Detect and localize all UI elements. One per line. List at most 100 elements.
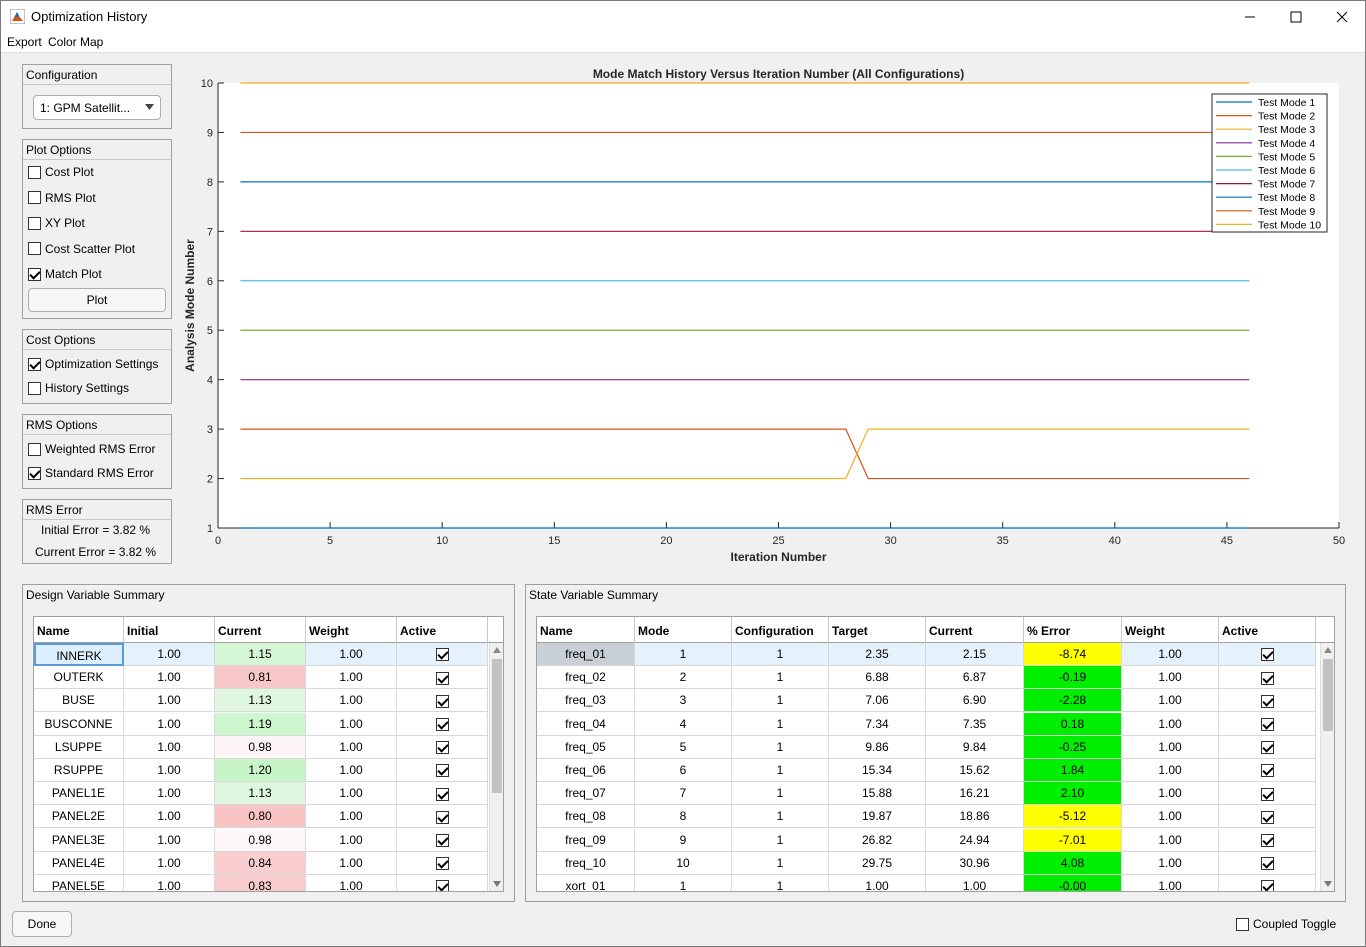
table-cell[interactable]: 15.88 [829,782,926,806]
active-checkbox[interactable] [435,810,449,824]
active-checkbox-cell[interactable] [397,828,488,852]
table-cell[interactable]: 1.00 [1122,828,1219,852]
plot-button[interactable]: Plot [28,288,166,312]
table-cell[interactable]: 16.21 [926,782,1024,806]
table-cell[interactable]: 1.00 [124,712,215,736]
column-header-active[interactable]: Active [1219,617,1316,643]
active-checkbox[interactable] [435,741,449,755]
table-cell[interactable]: 6 [635,759,732,782]
table-scrollbar[interactable] [1320,643,1334,891]
column-header-weight[interactable]: Weight [1122,617,1219,643]
table-cell[interactable]: 1.00 [306,666,397,690]
table-cell[interactable]: 3 [635,689,732,713]
active-checkbox-cell[interactable] [397,735,488,759]
table-cell[interactable]: 0.98 [215,828,306,852]
table-cell[interactable]: 1.00 [306,782,397,806]
scrollbar-thumb[interactable] [1323,659,1333,731]
table-cell[interactable]: -7.01 [1024,828,1122,852]
active-checkbox-cell[interactable] [1219,851,1316,875]
optimization-settings-checkbox[interactable]: Optimization Settings [28,357,158,371]
table-cell[interactable]: 0.84 [215,851,306,875]
table-cell[interactable]: 1.00 [306,735,397,759]
table-cell[interactable]: 1.00 [1122,712,1219,736]
table-cell[interactable]: -0.00 [1024,875,1122,891]
table-cell[interactable]: 2.10 [1024,782,1122,806]
active-checkbox[interactable] [435,787,449,801]
table-cell[interactable]: 1.00 [306,851,397,875]
table-cell[interactable]: 10 [635,851,732,875]
standard-rms-error-checkbox[interactable]: Standard RMS Error [28,466,154,480]
table-cell[interactable]: 1.19 [215,712,306,736]
table-scrollbar[interactable] [489,643,503,891]
table-cell[interactable]: 1.84 [1024,759,1122,782]
table-cell[interactable]: 1 [732,851,829,875]
table-cell[interactable]: 0.18 [1024,712,1122,736]
column-header-weight[interactable]: Weight [306,617,397,643]
table-cell[interactable]: 1 [732,759,829,782]
table-cell[interactable]: 1.00 [124,782,215,806]
table-cell[interactable]: 1 [732,643,829,666]
configuration-dropdown[interactable]: 1: GPM Satellit... [33,95,161,120]
row-name-cell[interactable]: INNERK [34,643,124,666]
active-checkbox[interactable] [435,833,449,847]
rms-plot-checkbox[interactable]: RMS Plot [28,191,96,205]
table-cell[interactable]: 1 [732,666,829,690]
active-checkbox-cell[interactable] [397,851,488,875]
table-cell[interactable]: 1.00 [1122,805,1219,829]
active-checkbox[interactable] [435,764,449,778]
table-cell[interactable]: 7.34 [829,712,926,736]
table-cell[interactable]: 1.00 [124,666,215,690]
done-button[interactable]: Done [12,911,72,937]
weighted-rms-error-checkbox[interactable]: Weighted RMS Error [28,442,155,456]
table-cell[interactable]: 1.00 [124,643,215,666]
active-checkbox-cell[interactable] [1219,782,1316,806]
table-cell[interactable]: -0.25 [1024,735,1122,759]
table-cell[interactable]: 1.00 [306,643,397,666]
rms-plot-box[interactable] [28,191,41,204]
row-name-cell[interactable]: PANEL4E [34,851,124,875]
active-checkbox[interactable] [435,880,449,891]
row-name-cell[interactable]: freq_04 [537,712,635,736]
table-cell[interactable]: 7.06 [829,689,926,713]
table-cell[interactable]: 1 [732,875,829,891]
table-cell[interactable]: 1.00 [306,828,397,852]
active-checkbox[interactable] [435,671,449,685]
table-cell[interactable]: 1 [635,875,732,891]
table-cell[interactable]: 0.98 [215,735,306,759]
table-cell[interactable]: 30.96 [926,851,1024,875]
table-cell[interactable]: 1.00 [124,851,215,875]
row-name-cell[interactable]: PANEL5E [34,875,124,891]
table-cell[interactable]: 1.20 [215,759,306,782]
menu-export[interactable]: Export [7,35,42,49]
history-settings-checkbox[interactable]: History Settings [28,381,129,395]
table-cell[interactable]: 1.00 [1122,666,1219,690]
active-checkbox-cell[interactable] [1219,666,1316,690]
active-checkbox-cell[interactable] [397,643,488,666]
active-checkbox[interactable] [1260,787,1274,801]
match-plot-checkbox[interactable]: Match Plot [28,267,102,281]
table-cell[interactable]: 1 [732,782,829,806]
table-cell[interactable]: 1.00 [1122,735,1219,759]
table-cell[interactable]: 0.81 [215,666,306,690]
table-cell[interactable]: 1.00 [1122,782,1219,806]
table-cell[interactable]: 9.86 [829,735,926,759]
column-header-name[interactable]: Name [537,617,635,643]
row-name-cell[interactable]: BUSE [34,689,124,713]
table-cell[interactable]: 1.00 [306,805,397,829]
active-checkbox[interactable] [435,648,449,662]
table-cell[interactable]: 1.00 [1122,851,1219,875]
table-cell[interactable]: 1 [732,805,829,829]
table-cell[interactable]: 1 [732,828,829,852]
table-cell[interactable]: 1 [732,735,829,759]
table-cell[interactable]: 9.84 [926,735,1024,759]
table-cell[interactable]: 0.83 [215,875,306,891]
column-header-current[interactable]: Current [215,617,306,643]
table-cell[interactable]: 9 [635,828,732,852]
row-name-cell[interactable]: freq_06 [537,759,635,782]
column-header-initial[interactable]: Initial [124,617,215,643]
table-cell[interactable]: 4.08 [1024,851,1122,875]
active-checkbox[interactable] [1260,694,1274,708]
maximize-button[interactable] [1273,1,1319,32]
menu-color-map[interactable]: Color Map [48,35,104,49]
active-checkbox-cell[interactable] [397,689,488,713]
